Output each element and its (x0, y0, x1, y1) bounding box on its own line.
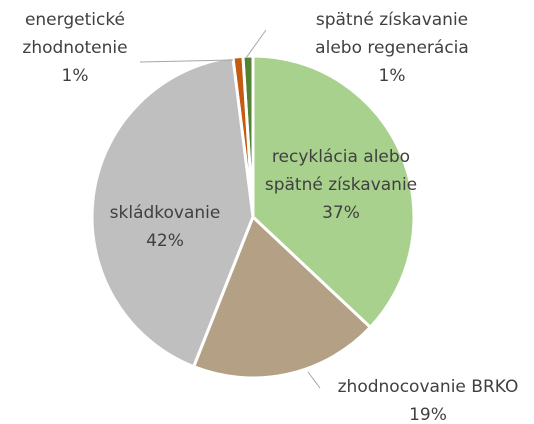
value-label: 1% (378, 66, 406, 86)
leader-line (139, 59, 234, 63)
value-label: 19% (409, 405, 447, 424)
data-label: skládkovanie 42% (85, 199, 245, 255)
value-label: 1% (61, 66, 89, 86)
category-label: spätné získavanie alebo regenerácia (315, 10, 469, 58)
leader-line (245, 29, 267, 59)
data-label: spätné získavanie alebo regenerácia 1% (297, 6, 487, 90)
leader-line (307, 371, 321, 389)
data-label: zhodnocovanie BRKO 19% (308, 373, 534, 424)
pie-slice (251, 54, 416, 330)
category-label: skládkovanie (109, 203, 221, 223)
data-label: energetické zhodnotenie 1% (0, 6, 150, 90)
data-label: recyklácia alebo spätné získavanie 37% (261, 143, 421, 227)
value-label: 37% (322, 203, 360, 223)
category-label: zhodnocovanie BRKO (337, 377, 519, 397)
category-label: energetické zhodnotenie (22, 10, 128, 58)
value-label: 42% (146, 231, 184, 251)
pie-slice (90, 55, 255, 369)
category-label: recyklácia alebo spätné získavanie (264, 147, 418, 195)
pie-slice (191, 214, 373, 380)
